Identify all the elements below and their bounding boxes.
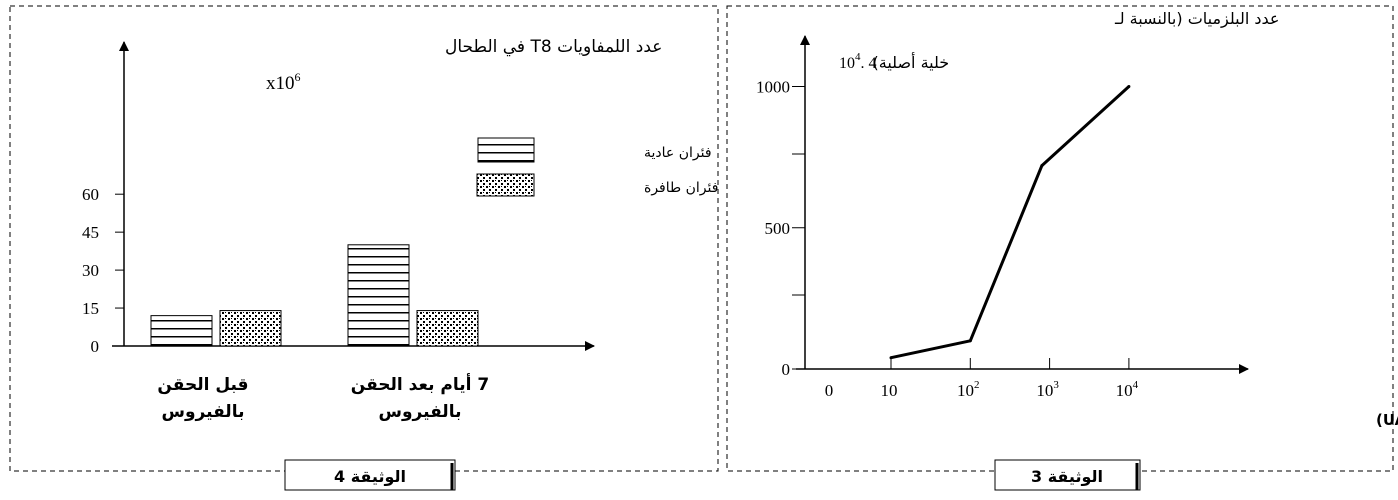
category-label-1: 7 أيام بعد الحقن بالفيروس xyxy=(351,373,489,422)
x-tick-label: 104 xyxy=(1116,379,1139,400)
caption-label: الوثيقة 4 xyxy=(334,467,406,486)
x-axis-title: تركيز الأنترلوكين 2 (UA) xyxy=(1376,411,1398,429)
caption-label: الوثيقة 3 xyxy=(1031,467,1103,486)
category-label-line2: بالفيروس xyxy=(379,402,462,422)
y-axis-title-line2-exp: 4 xyxy=(855,51,861,63)
y-tick-label: 15 xyxy=(82,299,99,318)
series-point xyxy=(1040,164,1044,168)
category-label-line1: 7 أيام بعد الحقن xyxy=(351,373,489,395)
y-axis-title-line2: خلية أصلية)4 .104 xyxy=(839,51,949,72)
y-tick-label: 0 xyxy=(91,337,100,356)
legend-label-mutant: فئران طافرة xyxy=(644,180,718,196)
x-tick-label: 0 xyxy=(825,381,834,400)
y-axis-unit: x106 xyxy=(266,70,301,94)
bar-mutant-0 xyxy=(219,310,282,347)
series-point xyxy=(1127,85,1131,88)
caption-box xyxy=(994,459,1141,491)
category-label-line1: قبل الحقن xyxy=(157,375,248,395)
y-axis-title: عدد اللمفاويات T8 في الطحال xyxy=(445,37,662,57)
caption-box xyxy=(284,459,456,491)
x-tick-label: 103 xyxy=(1036,379,1059,400)
category-label-line2: بالفيروس xyxy=(162,402,245,422)
bar-normal-1 xyxy=(347,244,410,347)
bar-normal-0 xyxy=(150,315,213,347)
x-tick-label: 102 xyxy=(957,379,980,400)
bar-mutant-1 xyxy=(416,310,479,347)
y-tick-label: 45 xyxy=(82,223,99,242)
x-tick-label: 10 xyxy=(881,381,898,400)
y-tick-label: 0 xyxy=(782,360,791,379)
y-axis-unit-exp: 6 xyxy=(295,70,301,84)
y-axis-title-line2-rest: خلية أصلية) xyxy=(873,52,950,72)
y-axis-title-line1: عدد البلزميات (بالنسبة لـ xyxy=(1114,9,1279,29)
y-tick-label: 500 xyxy=(765,219,791,238)
y-ticks: 0 500 1000 xyxy=(756,78,805,379)
legend-swatch-stripes xyxy=(477,137,535,163)
panel-document-4: عدد اللمفاويات T8 في الطحال x106 0 15 30 45… xyxy=(9,5,719,491)
panel-frame xyxy=(726,5,1394,472)
series-point xyxy=(968,339,972,343)
y-ticks: 0 15 30 45 60 xyxy=(82,185,124,356)
y-axis-unit-base: x10 xyxy=(266,73,295,94)
category-label-0: قبل الحقن بالفيروس xyxy=(157,375,248,422)
legend-swatch-dots xyxy=(476,173,535,197)
series-line xyxy=(890,85,1130,360)
y-tick-label: 1000 xyxy=(756,78,790,97)
y-tick-label: 60 xyxy=(82,185,99,204)
panel-frame xyxy=(9,5,719,472)
bars xyxy=(150,244,479,347)
series-point xyxy=(889,356,893,360)
panel-document-3: عدد البلزميات (بالنسبة لـ خلية أصلية)4 .… xyxy=(726,5,1398,491)
series-points xyxy=(889,85,1131,360)
x-ticks: 0 10 102 103 104 xyxy=(825,358,1139,400)
y-tick-label: 30 xyxy=(82,261,99,280)
legend-label-normal: فئران عادية xyxy=(644,145,712,161)
legend: فئران عادية فئران طافرة xyxy=(476,137,718,197)
